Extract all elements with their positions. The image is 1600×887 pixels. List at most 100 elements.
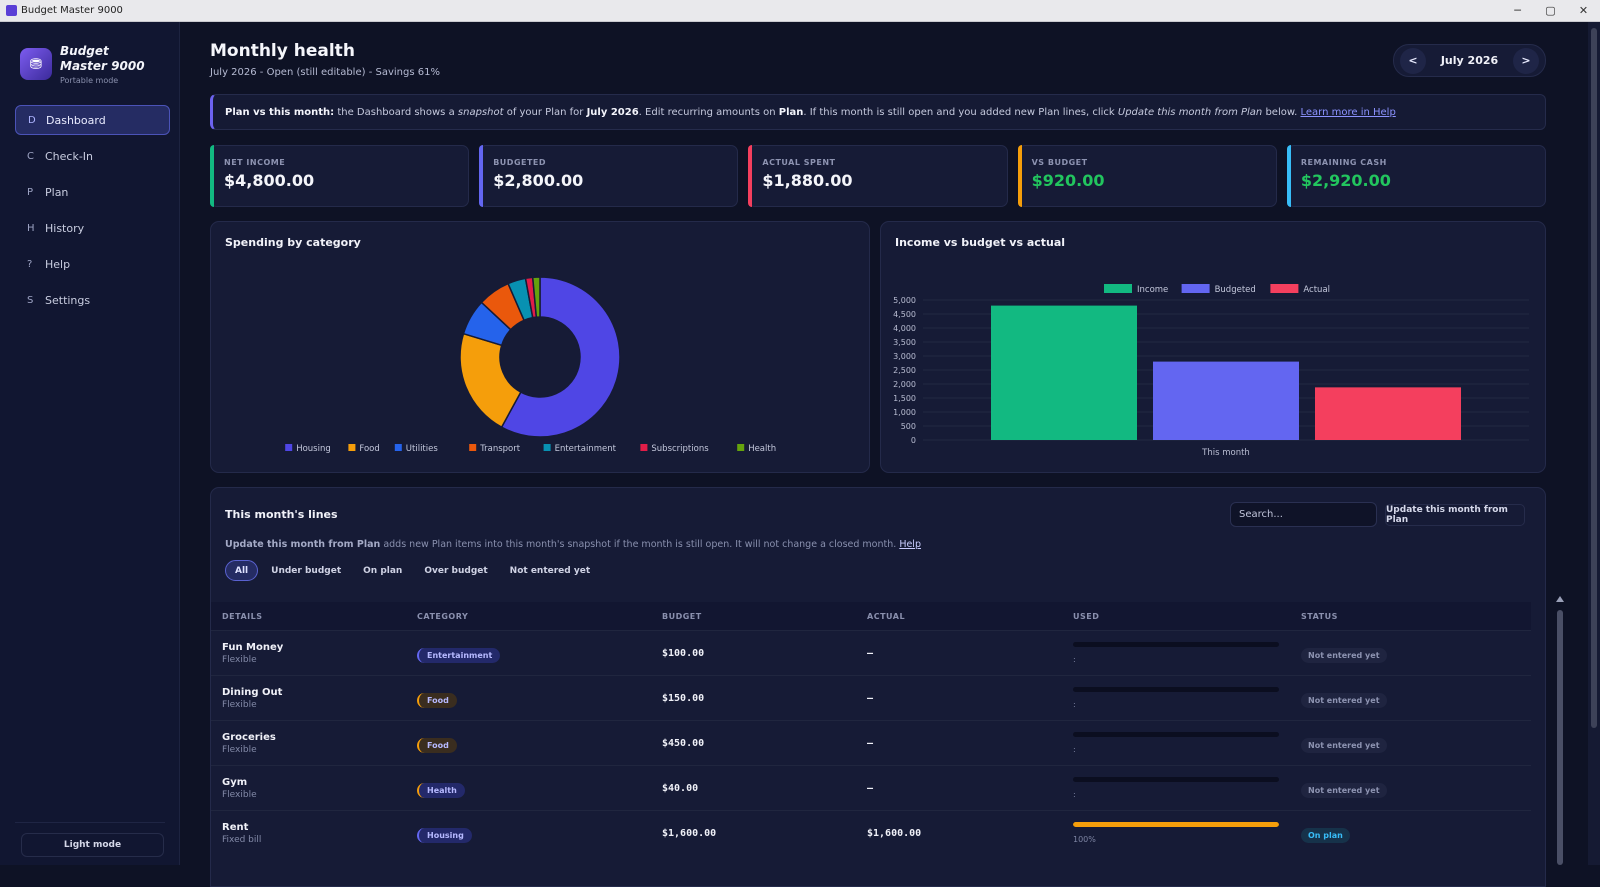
- row-budget: $1,600.00: [662, 827, 717, 839]
- sidebar-item-history[interactable]: H History: [15, 213, 170, 243]
- y-tick-label: 1,000: [893, 408, 916, 417]
- table-scrollbar[interactable]: [1556, 596, 1564, 865]
- kpi-label: VS BUDGET: [1031, 158, 1088, 167]
- kpi-actual-spent: ACTUAL SPENT $1,880.00: [748, 145, 1008, 207]
- info-emphasis: Update this month from Plan: [1117, 106, 1263, 118]
- legend-swatch: [469, 444, 477, 451]
- update-from-plan-button[interactable]: Update this month from Plan: [1385, 504, 1525, 526]
- legend-swatch: [1270, 284, 1299, 293]
- legend-swatch: [1181, 284, 1210, 293]
- window-scroll-thumb[interactable]: [1591, 28, 1597, 728]
- table-row[interactable]: Groceries Flexible Food $450.00 — : Not e…: [211, 720, 1531, 765]
- filter-over-budget[interactable]: Over budget: [424, 565, 488, 576]
- nav-label: Settings: [45, 293, 91, 307]
- used-label: :: [1073, 654, 1076, 664]
- y-tick-label: 5,000: [893, 296, 916, 305]
- table-scroll-thumb[interactable]: [1557, 610, 1563, 865]
- used-bar: [1073, 776, 1279, 782]
- row-name: Fun Money: [222, 641, 284, 653]
- nav-label: Plan: [45, 185, 69, 199]
- table-row[interactable]: Gym Flexible Health $40.00 — : Not entere…: [211, 765, 1531, 810]
- legend-label-utilities: Utilities: [406, 444, 439, 454]
- scroll-up-arrow-icon[interactable]: [1556, 596, 1564, 602]
- spending-chart-title: Spending by category: [225, 236, 361, 249]
- page-subtitle: July 2026 - Open (still editable) - Savi…: [210, 67, 440, 78]
- col-details[interactable]: DETAILS: [222, 611, 263, 621]
- kpi-vs-budget: VS BUDGET $920.00: [1017, 145, 1277, 207]
- col-category[interactable]: CATEGORY: [417, 611, 469, 621]
- row-budget: $450.00: [662, 737, 705, 749]
- y-tick-label: 3,500: [893, 338, 916, 347]
- info-emphasis: snapshot: [457, 106, 504, 118]
- nav-label: History: [45, 221, 85, 235]
- legend-swatch: [348, 444, 356, 451]
- row-type: Flexible: [222, 744, 257, 755]
- sidebar-item-settings[interactable]: S Settings: [15, 285, 170, 315]
- light-mode-button[interactable]: Light mode: [21, 833, 164, 857]
- sidebar-item-plan[interactable]: P Plan: [15, 177, 170, 207]
- hint-text: adds new Plan items into this month's sn…: [380, 539, 900, 550]
- info-text: . Edit recurring amounts on: [638, 106, 779, 118]
- donut-slice-housing: [500, 276, 621, 438]
- legend-label-budgeted: Budgeted: [1215, 285, 1256, 295]
- row-actual: $1,600.00: [867, 827, 922, 839]
- sidebar: ⛃ Budget Master 9000 Portable mode D Das…: [0, 22, 180, 865]
- month-label: July 2026: [1440, 54, 1499, 67]
- table-row[interactable]: Fun Money Flexible Entertainment $100.00 …: [211, 630, 1531, 675]
- info-text: below.: [1262, 106, 1301, 118]
- maximize-button[interactable]: ▢: [1545, 4, 1556, 17]
- month-lines-card: This month's lines Search... Update this…: [210, 487, 1546, 887]
- search-input[interactable]: Search...: [1230, 502, 1377, 527]
- col-used[interactable]: USED: [1073, 611, 1100, 621]
- used-bar: [1073, 641, 1279, 647]
- prev-month-button[interactable]: <: [1400, 47, 1426, 74]
- status-badge: Not entered yet: [1301, 783, 1387, 798]
- filter-not-entered[interactable]: Not entered yet: [509, 565, 591, 576]
- window-scrollbar[interactable]: [1588, 22, 1600, 865]
- sidebar-item-check-in[interactable]: C Check-In: [15, 141, 170, 171]
- hint-help-link[interactable]: Help: [899, 539, 921, 550]
- kpi-budgeted: BUDGETED $2,800.00: [479, 145, 739, 207]
- brand: ⛃ Budget Master 9000 Portable mode: [20, 44, 155, 85]
- spending-donut-chart: Housing Food Utilities Transport Entertainme…: [285, 276, 776, 454]
- close-button[interactable]: ✕: [1578, 4, 1589, 17]
- kpi-row: NET INCOME $4,800.00 BUDGETED $2,800.00 …: [210, 145, 1547, 207]
- row-type: Flexible: [222, 699, 257, 710]
- info-month: July 2026: [586, 106, 639, 118]
- next-month-button[interactable]: >: [1513, 47, 1539, 74]
- y-tick-label: 500: [901, 422, 916, 431]
- filter-all[interactable]: All: [225, 560, 259, 581]
- used-label: :: [1073, 744, 1076, 754]
- sidebar-item-dashboard[interactable]: D Dashboard: [15, 105, 170, 135]
- donut-slice-health: [531, 276, 541, 318]
- nav-key: D: [28, 114, 36, 126]
- x-tick-label: This month: [1201, 448, 1250, 458]
- bar-budgeted: [1153, 361, 1299, 440]
- legend-swatch: [394, 444, 402, 451]
- nav-label: Help: [45, 257, 71, 271]
- category-badge: Housing: [417, 828, 472, 843]
- filter-under-budget[interactable]: Under budget: [271, 565, 342, 576]
- nav-label: Check-In: [45, 149, 94, 163]
- col-status[interactable]: STATUS: [1301, 611, 1338, 621]
- y-tick-label: 2,500: [893, 366, 916, 375]
- app-icon: [6, 5, 17, 16]
- table-row[interactable]: Dining Out Flexible Food $150.00 — : Not …: [211, 675, 1531, 720]
- legend-swatch: [543, 444, 551, 451]
- learn-more-link[interactable]: Learn more in Help: [1300, 106, 1396, 118]
- window-title: Budget Master 9000: [21, 5, 123, 16]
- status-badge: On plan: [1301, 828, 1350, 843]
- filter-on-plan[interactable]: On plan: [363, 565, 403, 576]
- nav-key: ?: [27, 258, 33, 270]
- y-tick-label: 4,000: [893, 324, 916, 333]
- row-type: Flexible: [222, 654, 257, 665]
- y-tick-label: 3,000: [893, 352, 916, 361]
- y-tick-label: 1,500: [893, 394, 916, 403]
- col-actual[interactable]: ACTUAL: [867, 611, 906, 621]
- minimize-button[interactable]: ─: [1514, 4, 1521, 17]
- legend-label-transport: Transport: [479, 444, 521, 454]
- sidebar-item-help[interactable]: ? Help: [15, 249, 170, 279]
- legend-label-entertainment: Entertainment: [555, 444, 617, 454]
- col-budget[interactable]: BUDGET: [662, 611, 702, 621]
- table-row[interactable]: Rent Fixed bill Housing $1,600.00 $1,600.…: [211, 810, 1531, 855]
